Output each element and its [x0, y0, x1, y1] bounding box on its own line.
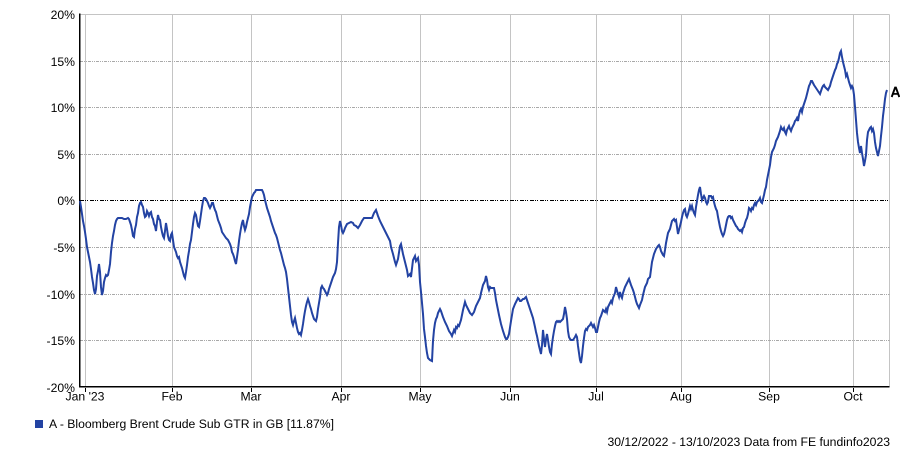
svg-text:Feb: Feb: [161, 390, 182, 404]
svg-text:Aug: Aug: [670, 390, 692, 404]
svg-text:30/12/2022 - 13/10/2023 Data f: 30/12/2022 - 13/10/2023 Data from FE fun…: [607, 435, 890, 449]
svg-text:A - Bloomberg Brent Crude Sub: A - Bloomberg Brent Crude Sub GTR in GB …: [49, 417, 334, 431]
svg-text:-20%: -20%: [47, 381, 76, 395]
svg-text:-15%: -15%: [47, 334, 76, 348]
svg-text:Jun: Jun: [500, 390, 520, 404]
svg-text:Oct: Oct: [844, 390, 864, 404]
svg-text:20%: 20%: [51, 8, 76, 22]
svg-text:Jan '23: Jan '23: [66, 390, 105, 404]
svg-text:10%: 10%: [51, 101, 76, 115]
svg-text:-10%: -10%: [47, 288, 76, 302]
svg-text:Apr: Apr: [332, 390, 351, 404]
svg-text:15%: 15%: [51, 55, 76, 69]
svg-text:0%: 0%: [57, 194, 75, 208]
svg-text:5%: 5%: [57, 148, 75, 162]
svg-text:Mar: Mar: [241, 390, 262, 404]
svg-text:Jul: Jul: [588, 390, 604, 404]
svg-text:May: May: [408, 390, 432, 404]
svg-text:Sep: Sep: [758, 390, 780, 404]
svg-text:-5%: -5%: [53, 241, 75, 255]
